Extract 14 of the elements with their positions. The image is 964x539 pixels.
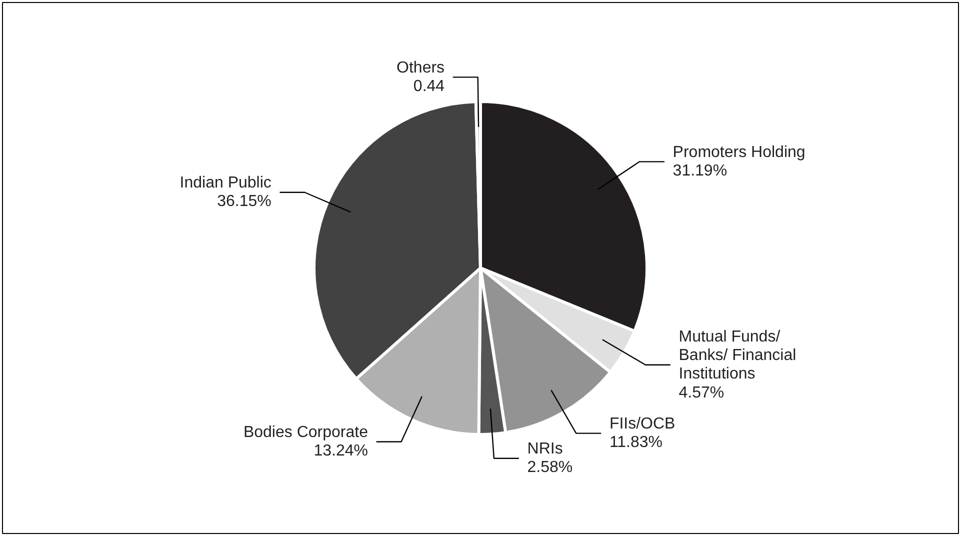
slice-label: Mutual Funds/ Banks/ Financial Institutions bbox=[678, 328, 796, 383]
data-label: 36.15% bbox=[217, 193, 272, 210]
data-label: 0.44 bbox=[413, 78, 445, 96]
slice-label: Indian Public bbox=[180, 174, 272, 192]
data-label: 13.24% bbox=[314, 442, 368, 460]
data-label: 31.19% bbox=[672, 162, 728, 180]
slice-label: Others bbox=[396, 59, 445, 76]
data-label: 4.57% bbox=[678, 384, 724, 402]
slice-label: FIIs/OCB bbox=[609, 415, 676, 432]
slice-label: NRIs bbox=[527, 440, 563, 458]
slice-label: Promoters Holding bbox=[672, 144, 806, 161]
data-label: 2.58% bbox=[527, 459, 573, 476]
slice-label: Bodies Corporate bbox=[243, 424, 368, 441]
data-label: 11.83% bbox=[609, 434, 663, 452]
